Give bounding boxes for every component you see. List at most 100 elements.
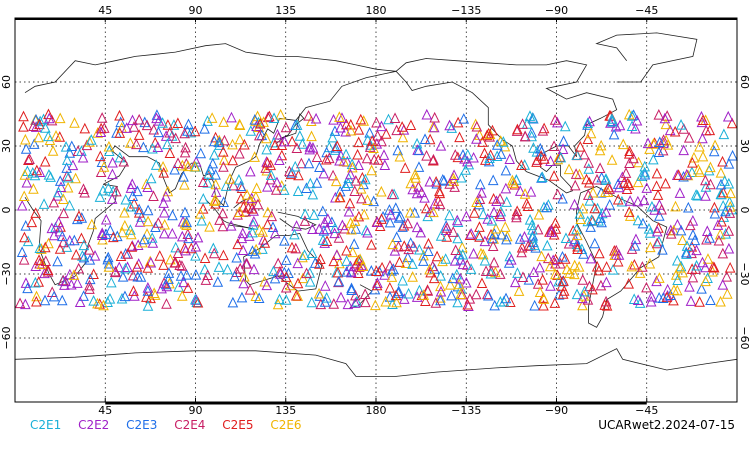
observation-marker <box>724 196 735 207</box>
right-lat-tick-label: −60 <box>738 326 750 349</box>
observation-marker <box>347 246 359 258</box>
observation-marker <box>122 261 133 272</box>
observation-marker <box>133 129 145 140</box>
observation-marker <box>56 294 68 306</box>
top-lon-tick-label: −45 <box>635 4 658 17</box>
observation-marker <box>76 212 88 223</box>
observation-marker <box>86 218 98 230</box>
observation-marker <box>435 230 447 241</box>
observation-marker <box>238 277 249 289</box>
observation-marker <box>413 144 425 156</box>
observation-marker <box>208 148 220 160</box>
observation-marker <box>672 218 683 230</box>
observation-marker <box>319 280 331 291</box>
observation-marker <box>428 272 440 284</box>
observation-marker <box>275 108 286 120</box>
observation-marker <box>229 270 240 282</box>
observation-marker <box>528 266 540 277</box>
observation-marker <box>190 268 202 280</box>
observation-marker <box>326 216 338 227</box>
observation-marker <box>660 177 671 189</box>
observation-marker <box>595 187 607 198</box>
observation-marker <box>702 253 714 264</box>
observation-marker <box>371 138 383 149</box>
observation-marker <box>132 239 144 250</box>
observation-marker <box>34 242 46 254</box>
observation-marker <box>237 244 249 255</box>
observation-marker <box>477 208 489 220</box>
observation-marker <box>577 274 589 285</box>
observation-marker <box>490 222 502 234</box>
observation-marker <box>394 150 406 162</box>
observation-marker <box>64 199 75 211</box>
observation-marker <box>241 257 253 269</box>
observation-marker <box>103 140 115 152</box>
observation-marker <box>444 278 456 290</box>
observation-marker <box>614 119 626 131</box>
observation-marker <box>332 266 344 278</box>
observation-marker <box>214 139 225 150</box>
observation-marker <box>251 120 262 131</box>
observation-marker <box>197 203 209 214</box>
observation-marker <box>183 232 194 244</box>
observation-marker <box>249 247 261 259</box>
observation-marker <box>261 132 272 144</box>
observation-marker <box>709 139 721 151</box>
observation-marker <box>163 267 175 278</box>
observation-marker <box>341 255 352 266</box>
observation-marker <box>20 143 32 154</box>
observation-marker <box>195 147 207 159</box>
observation-marker <box>653 222 664 233</box>
observation-marker <box>632 214 644 226</box>
observation-marker <box>291 119 303 130</box>
observation-marker <box>629 258 640 270</box>
observation-marker <box>257 226 269 237</box>
observation-marker <box>218 116 229 127</box>
observation-marker <box>335 291 347 303</box>
observation-marker <box>519 188 531 199</box>
observation-marker <box>632 294 644 306</box>
observation-marker <box>516 159 527 171</box>
observation-marker <box>346 284 357 295</box>
observation-marker <box>630 122 641 134</box>
observation-marker <box>479 147 490 158</box>
observation-marker <box>182 228 194 239</box>
observation-marker <box>141 228 153 239</box>
observation-marker <box>612 193 624 205</box>
observation-marker <box>241 189 253 200</box>
observation-marker <box>46 114 58 126</box>
coastline-segment <box>205 199 256 230</box>
observation-marker <box>220 180 232 191</box>
observation-marker <box>469 207 480 218</box>
observation-marker <box>723 225 735 236</box>
observation-marker <box>383 113 394 125</box>
observation-marker <box>313 223 325 234</box>
observation-marker <box>449 254 461 266</box>
observation-marker <box>501 233 512 245</box>
observation-marker <box>413 161 425 172</box>
observation-marker <box>339 222 350 234</box>
observation-marker <box>677 234 688 246</box>
observation-marker <box>314 161 325 173</box>
observation-marker <box>335 121 346 133</box>
observation-marker <box>249 151 260 162</box>
observation-marker <box>247 226 258 238</box>
observation-marker <box>290 242 302 254</box>
observation-marker <box>723 242 735 254</box>
observation-marker <box>152 217 164 228</box>
observation-marker <box>116 226 128 238</box>
observation-marker <box>250 191 262 202</box>
observation-marker <box>449 149 461 160</box>
observation-marker <box>69 117 80 128</box>
observation-marker <box>527 112 539 123</box>
observation-marker <box>30 276 41 288</box>
observation-marker <box>606 113 618 124</box>
observation-marker <box>371 216 383 227</box>
observation-marker <box>514 185 526 196</box>
observation-marker <box>78 251 90 263</box>
observation-marker <box>179 146 191 158</box>
observation-marker <box>462 148 474 160</box>
observation-marker <box>178 171 189 182</box>
bottom-lon-tick-label: −45 <box>635 404 658 417</box>
top-lon-tick-label: 90 <box>189 4 203 17</box>
